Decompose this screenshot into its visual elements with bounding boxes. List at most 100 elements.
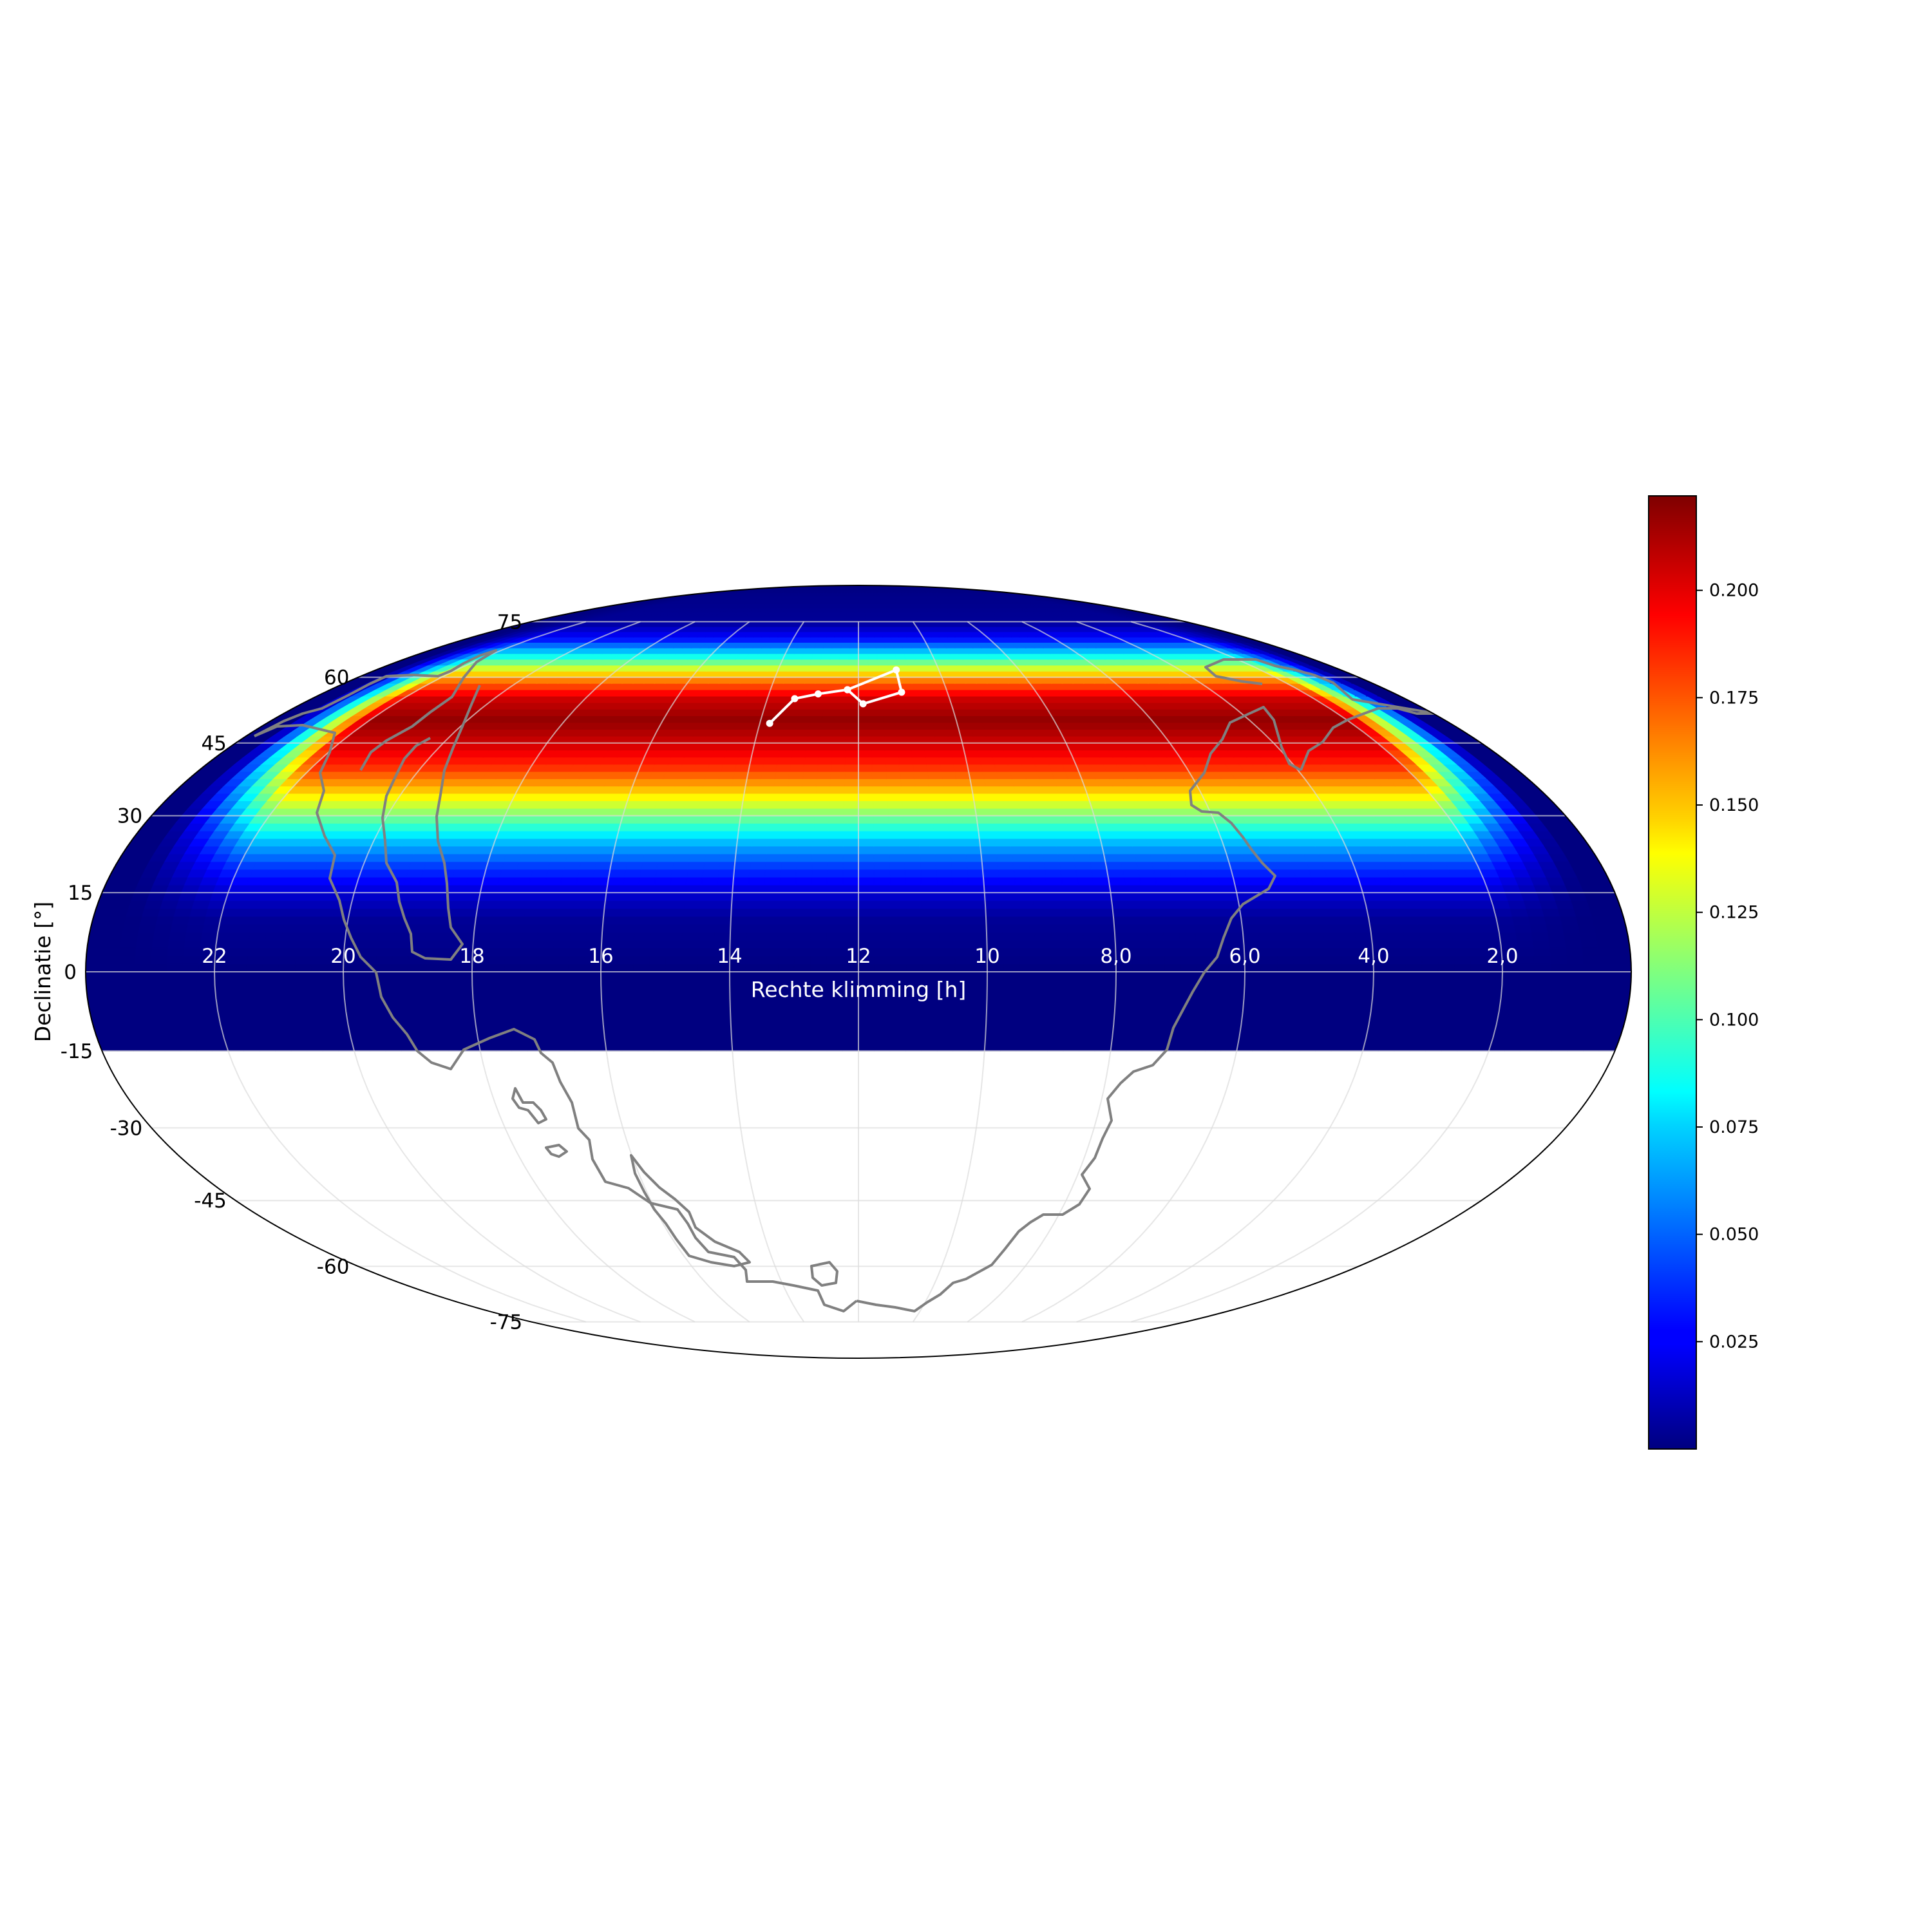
heatmap-cell [329,923,348,933]
heatmap-cell [1064,907,1083,917]
heatmap-cell [760,771,777,779]
heatmap-cell [1293,869,1312,878]
heatmap-cell [778,1027,795,1036]
heatmap-cell [393,1011,412,1020]
heatmap-cell [1376,884,1395,893]
heatmap-cell [1015,793,1032,801]
heatmap-cell [1435,940,1454,949]
heatmap-cell [654,876,672,886]
heatmap-cell [1401,1011,1420,1020]
heatmap-cell [585,931,603,941]
heatmap-cell [1028,869,1046,878]
heatmap-cell [904,861,922,870]
heatmap-cell [1354,931,1372,941]
heatmap-cell [907,665,920,672]
heatmap-cell [641,853,660,862]
heatmap-cell [1359,884,1379,893]
heatmap-cell [817,764,832,772]
heatmap-cell [956,785,974,794]
heatmap-cell [925,696,940,703]
heatmap-cell [636,892,654,901]
heatmap-cell [1062,808,1080,817]
heatmap-cell [295,947,313,956]
heatmap-cell [812,838,829,847]
heatmap-cell [950,853,967,862]
heatmap-cell [951,869,969,878]
heatmap-cell [899,771,915,779]
heatmap-cell [899,676,913,684]
heatmap-cell [1201,876,1220,886]
heatmap-cell [1318,1027,1337,1036]
heatmap-cell [504,971,521,980]
heatmap-cell [313,1011,332,1020]
heatmap-cell [300,907,319,917]
heatmap-cell [392,931,411,941]
heatmap-cell [889,869,906,878]
heatmap-cell [1178,931,1196,941]
heatmap-cell [667,1027,685,1036]
heatmap-cell [1033,916,1051,925]
heatmap-cell [667,1034,685,1044]
heatmap-cell [810,923,827,933]
heatmap-cell [1564,995,1582,1004]
heatmap-cell [942,778,958,787]
heatmap-cell [842,900,859,909]
heatmap-cell [254,900,274,909]
heatmap-cell [843,808,859,817]
heatmap-cell [1112,1027,1130,1036]
heatmap-cell [844,785,859,794]
heatmap-cell [544,876,563,886]
heatmap-cell [970,1011,987,1020]
heatmap-cell [963,750,980,758]
heatmap-cell [263,940,281,949]
heatmap-cell [1404,947,1422,956]
heatmap-cell [1543,1019,1562,1028]
heatmap-cell [117,955,135,965]
heatmap-cell [522,1011,540,1020]
heatmap-cell [446,892,465,901]
heatmap-cell [1144,907,1162,917]
heatmap-cell [423,987,441,996]
heatmap-cell [1479,916,1499,925]
heatmap-cell [259,884,279,893]
heatmap-cell [568,987,586,996]
heatmap-cell [810,907,828,917]
heatmap-cell [1558,1019,1578,1028]
heatmap-cell [936,1043,954,1052]
heatmap-cell [858,869,875,878]
heatmap-cell [149,971,167,980]
heatmap-cell [1047,808,1065,817]
heatmap-cell [817,757,833,765]
heatmap-cell [290,884,310,893]
heatmap-cell [1021,764,1038,772]
heatmap-cell [902,808,918,817]
heatmap-cell [1305,861,1325,870]
heatmap-cell [1336,916,1354,925]
heatmap-cell [118,947,136,956]
heatmap-cell [1260,987,1278,996]
heatmap-cell [1369,923,1388,933]
heatmap-cell [986,793,1003,801]
heatmap-cell [408,1003,427,1012]
heatmap-cell [1290,861,1309,870]
heatmap-cell [1019,971,1036,980]
heatmap-cell [1002,800,1019,809]
heatmap-cell [705,846,722,855]
heatmap-cell [587,907,605,917]
heatmap-cell [1613,987,1631,996]
heatmap-cell [381,1034,401,1044]
heatmap-cell [536,971,553,980]
heatmap-cell [1524,1027,1544,1036]
heatmap-cell [930,715,945,723]
heatmap-cell [1003,808,1021,817]
heatmap-cell [1034,815,1052,824]
heatmap-cell [601,1011,620,1020]
heatmap-cell [599,838,618,847]
heatmap-cell [1125,822,1144,831]
heatmap-cell [972,735,989,744]
heatmap-cell [1549,987,1567,996]
heatmap-cell [423,979,441,989]
heatmap-cell [886,793,902,801]
heatmap-cell [1548,995,1566,1004]
heatmap-cell [1148,971,1165,980]
